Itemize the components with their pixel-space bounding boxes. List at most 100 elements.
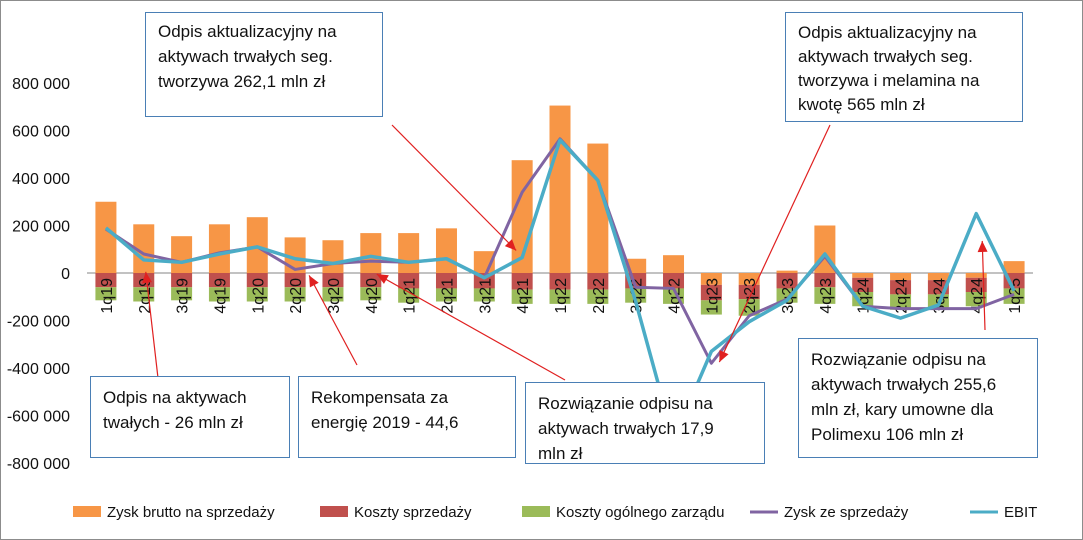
annotation-2-line-2: aktywach trwałych seg. [798,47,973,66]
legend-group: Zysk brutto na sprzedaży Koszty sprzedaży… [73,504,1037,521]
legend-label-5: EBIT [1004,504,1037,521]
legend-label-4: Zysk ze sprzedaży [784,504,909,521]
annotation-arrow-1-head [504,239,517,251]
bar-1-1q19 [95,201,117,273]
annotation-6-line-2: aktywach trwałych 255,6 [811,375,997,394]
bar-1-2q20 [284,237,306,273]
annotation-6-line-3: mln zł, kary umowne dla [811,400,994,419]
y-tick-label: -400 000 [7,361,70,378]
bar-3-3q20 [322,287,344,302]
bar-3-3q21 [473,288,495,302]
x-tick-label-3q20: 3q20 [326,278,343,314]
annotation-3-line-1: Odpis na aktywach [103,388,247,407]
bar-2-2q20 [284,273,306,288]
x-tick-label-4q24: 4q24 [969,278,986,314]
legend-label-1: Zysk brutto na sprzedaży [107,504,275,521]
x-tick-label-2q19: 2q19 [137,278,154,314]
x-tick-label-4q20: 4q20 [364,278,381,314]
bar-3-4q24 [965,292,987,307]
bar-2-1q23 [700,284,722,301]
bar-2-2q24 [890,280,912,295]
annotation-4-line-1: Rekompensata za [311,388,449,407]
annotation-1-line-3: tworzywa 262,1 mln zł [158,72,326,91]
x-tick-label-4q21: 4q21 [515,278,532,314]
bar-2-1q21 [398,273,420,289]
bar-2-1q19 [95,273,117,288]
y-tick-label: 600 000 [12,124,70,141]
y-tick-label: 200 000 [12,219,70,236]
annotation-box-5: Rozwiązanie odpisu na aktywach trwałych … [525,382,765,464]
annotation-1-line-2: aktywach trwałych seg. [158,47,333,66]
bar-2-4q22 [663,273,685,289]
bar-1-1q25 [1003,261,1025,273]
bar-3-1q21 [398,288,420,303]
annotation-arrow-2 [718,124,831,363]
bar-1-4q24 [965,273,987,278]
legend-swatch-3 [522,506,550,517]
bar-3-2q24 [890,294,912,310]
annotation-arrow-5-head [376,274,389,284]
x-tick-label-1q21: 1q21 [402,278,419,314]
bar-2-1q22 [549,273,571,290]
bar-1-3q20 [322,240,344,273]
annotation-box-6: Rozwiązanie odpisu na aktywach trwałych … [798,338,1038,458]
bar-1-4q19 [208,224,230,273]
x-tick-label-4q22: 4q22 [667,278,684,314]
annotation-arrow-3 [145,271,159,379]
bar-2-4q21 [511,273,533,290]
bar-3-1q24 [852,292,874,307]
bar-3-4q21 [511,289,533,304]
bar-1-3q24 [927,273,949,281]
bar-1-2q24 [890,273,912,281]
bar-3-1q23 [700,300,722,315]
annotation-6-line-1: Rozwiązanie odpisu na [811,350,986,369]
x-tick-label-4q19: 4q19 [212,278,229,314]
annotation-box-1: Odpis aktualizacyjny na aktywach trwałyc… [145,12,383,117]
bar-3-3q19 [171,287,193,301]
annotation-arrow-6-head [977,240,988,253]
x-tick-label-2q22: 2q22 [591,278,608,314]
x-tick-label-3q21: 3q21 [477,278,494,314]
bar-2-4q19 [208,273,230,288]
annotation-box-3: Odpis na aktywach twałych - 26 mln zł [90,376,290,458]
bar-3-2q23 [738,299,760,316]
annotation-box-2: Odpis aktualizacyjny na aktywach trwałyc… [785,12,1023,122]
bar-3-4q20 [360,287,382,301]
annotation-arrow-6 [981,240,986,331]
series-line-2 [104,138,1016,441]
bar-3-1q19 [95,287,117,301]
y-tick-label: 800 000 [12,76,70,93]
legend-label-2: Koszty sprzedaży [354,504,472,521]
annotation-arrow-3-head [142,271,152,284]
bar-3-1q25 [1003,288,1025,304]
lines-group [104,137,1016,441]
bar-1-3q23 [776,270,798,273]
bar-3-2q21 [435,288,457,302]
annotation-box-4: Rekompensata za energię 2019 - 44,6 [298,376,516,458]
annotation-1-line-1: Odpis aktualizacyjny na [158,22,337,41]
bar-3-2q20 [284,287,306,302]
annotation-arrow-1 [391,124,517,251]
bar-1-1q24 [852,273,874,278]
annotation-5-line-1: Rozwiązanie odpisu na [538,394,713,413]
x-tick-label-1q20: 1q20 [250,278,267,314]
bar-3-3q22 [625,288,647,303]
annotation-5-line-3: mln zł [538,444,583,463]
bar-2-3q23 [776,273,798,289]
legend-swatch-1 [73,506,101,517]
x-tick-label-2q24: 2q24 [894,278,911,314]
x-tick-label-2q21: 2q21 [439,278,456,314]
bar-1-2q21 [435,228,457,273]
bar-2-3q20 [322,273,344,288]
bar-3-1q20 [246,287,268,302]
annotation-arrows-group [142,124,988,381]
x-tick-label-1q19: 1q19 [99,278,116,314]
bar-3-4q23 [814,287,836,304]
x-tick-label-4q23: 4q23 [818,278,835,314]
bar-1-4q22 [663,255,685,273]
annotation-arrow-2-head [719,349,729,363]
bar-2-4q24 [965,277,987,292]
y-tick-label: 400 000 [12,171,70,188]
bar-2-1q24 [852,277,874,292]
